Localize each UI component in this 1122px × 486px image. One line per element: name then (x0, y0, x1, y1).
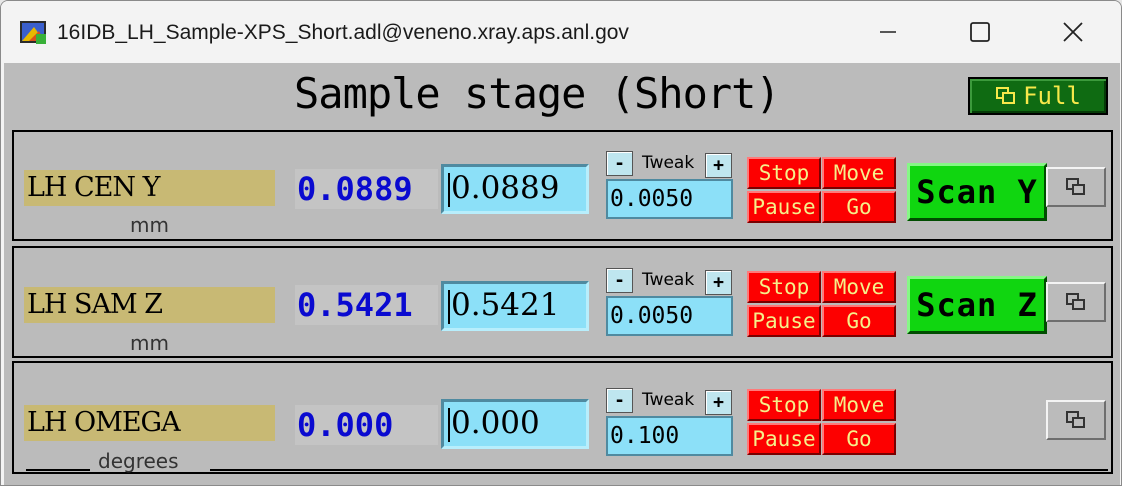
display-canvas: Sample stage (Short) Full LH CEN Y mm 0.… (4, 63, 1120, 485)
close-button[interactable] (1027, 1, 1119, 63)
move-button[interactable]: Move (822, 157, 896, 189)
related-display-icon (1066, 178, 1085, 195)
window-title: 16IDB_LH_Sample-XPS_Short.adl@veneno.xra… (57, 21, 629, 44)
stop-button[interactable]: Stop (747, 157, 821, 189)
stop-button[interactable]: Stop (747, 271, 821, 303)
maximize-button[interactable] (934, 1, 1026, 63)
motor-label: LH OMEGA (24, 405, 275, 441)
motor-panel-omega: LH OMEGA degrees 0.000 0.000 - Tweak + 0… (12, 361, 1113, 474)
tweak-control: - Tweak + 0.0050 (606, 268, 740, 338)
title-bar[interactable]: 16IDB_LH_Sample-XPS_Short.adl@veneno.xra… (1, 1, 1121, 63)
tweak-minus-button[interactable]: - (606, 388, 633, 413)
screen-title: Sample stage (Short) (294, 69, 781, 118)
setpoint-value: 0.000 (451, 405, 540, 441)
pause-button[interactable]: Pause (747, 423, 821, 455)
tweak-plus-button[interactable]: + (705, 390, 732, 415)
tweak-control: - Tweak + 0.0050 (606, 151, 740, 221)
pause-button[interactable]: Pause (747, 191, 821, 223)
go-button[interactable]: Go (822, 423, 896, 455)
scan-y-button[interactable]: Scan Y (907, 163, 1047, 221)
related-display-icon (1066, 411, 1085, 428)
related-display-icon (996, 87, 1016, 104)
setpoint-input[interactable]: 0.000 (441, 399, 589, 449)
tweak-label: Tweak (642, 153, 695, 173)
motor-panel-sam-z: LH SAM Z mm 0.5421 0.5421 - Tweak + 0.00… (12, 246, 1113, 358)
minimize-icon (880, 31, 896, 33)
close-icon (1063, 22, 1083, 42)
more-display-button[interactable] (1046, 282, 1106, 322)
tweak-step-input[interactable]: 0.0050 (606, 179, 733, 219)
more-display-button[interactable] (1046, 167, 1106, 207)
tweak-minus-button[interactable]: - (606, 151, 633, 176)
units-divider-left (26, 469, 90, 471)
full-button-label: Full (1023, 82, 1081, 110)
tweak-step-input[interactable]: 0.0050 (606, 296, 733, 336)
motor-units: degrees (98, 449, 179, 473)
pause-button[interactable]: Pause (747, 305, 821, 337)
tweak-label: Tweak (642, 390, 695, 410)
maximize-icon (970, 22, 990, 42)
motor-panel-cen-y: LH CEN Y mm 0.0889 0.0889 - Tweak + 0.00… (12, 130, 1113, 241)
units-divider-right (210, 469, 1108, 471)
motor-readback: 0.000 (295, 405, 438, 445)
go-button[interactable]: Go (822, 191, 896, 223)
motor-units: mm (130, 331, 169, 355)
setpoint-value: 0.5421 (451, 287, 560, 323)
related-display-icon (1066, 293, 1085, 310)
tweak-step-input[interactable]: 0.100 (606, 416, 733, 456)
tweak-plus-button[interactable]: + (705, 153, 732, 178)
setpoint-input[interactable]: 0.0889 (441, 164, 589, 214)
adl-app-icon (19, 18, 49, 48)
motor-units: mm (130, 213, 169, 237)
move-button[interactable]: Move (822, 271, 896, 303)
motor-readback: 0.0889 (295, 169, 438, 209)
tweak-plus-button[interactable]: + (705, 270, 732, 295)
full-display-button[interactable]: Full (968, 77, 1108, 115)
go-button[interactable]: Go (822, 305, 896, 337)
tweak-label: Tweak (642, 270, 695, 290)
scan-z-button[interactable]: Scan Z (907, 276, 1047, 334)
tweak-control: - Tweak + 0.100 (606, 388, 740, 458)
setpoint-value: 0.0889 (451, 170, 560, 206)
stop-button[interactable]: Stop (747, 389, 821, 421)
motor-readback: 0.5421 (295, 285, 438, 325)
move-button[interactable]: Move (822, 389, 896, 421)
tweak-minus-button[interactable]: - (606, 268, 633, 293)
setpoint-input[interactable]: 0.5421 (441, 281, 589, 331)
more-display-button[interactable] (1046, 400, 1106, 440)
motor-label: LH SAM Z (24, 287, 275, 323)
motor-label: LH CEN Y (24, 170, 275, 206)
minimize-button[interactable] (842, 1, 934, 63)
